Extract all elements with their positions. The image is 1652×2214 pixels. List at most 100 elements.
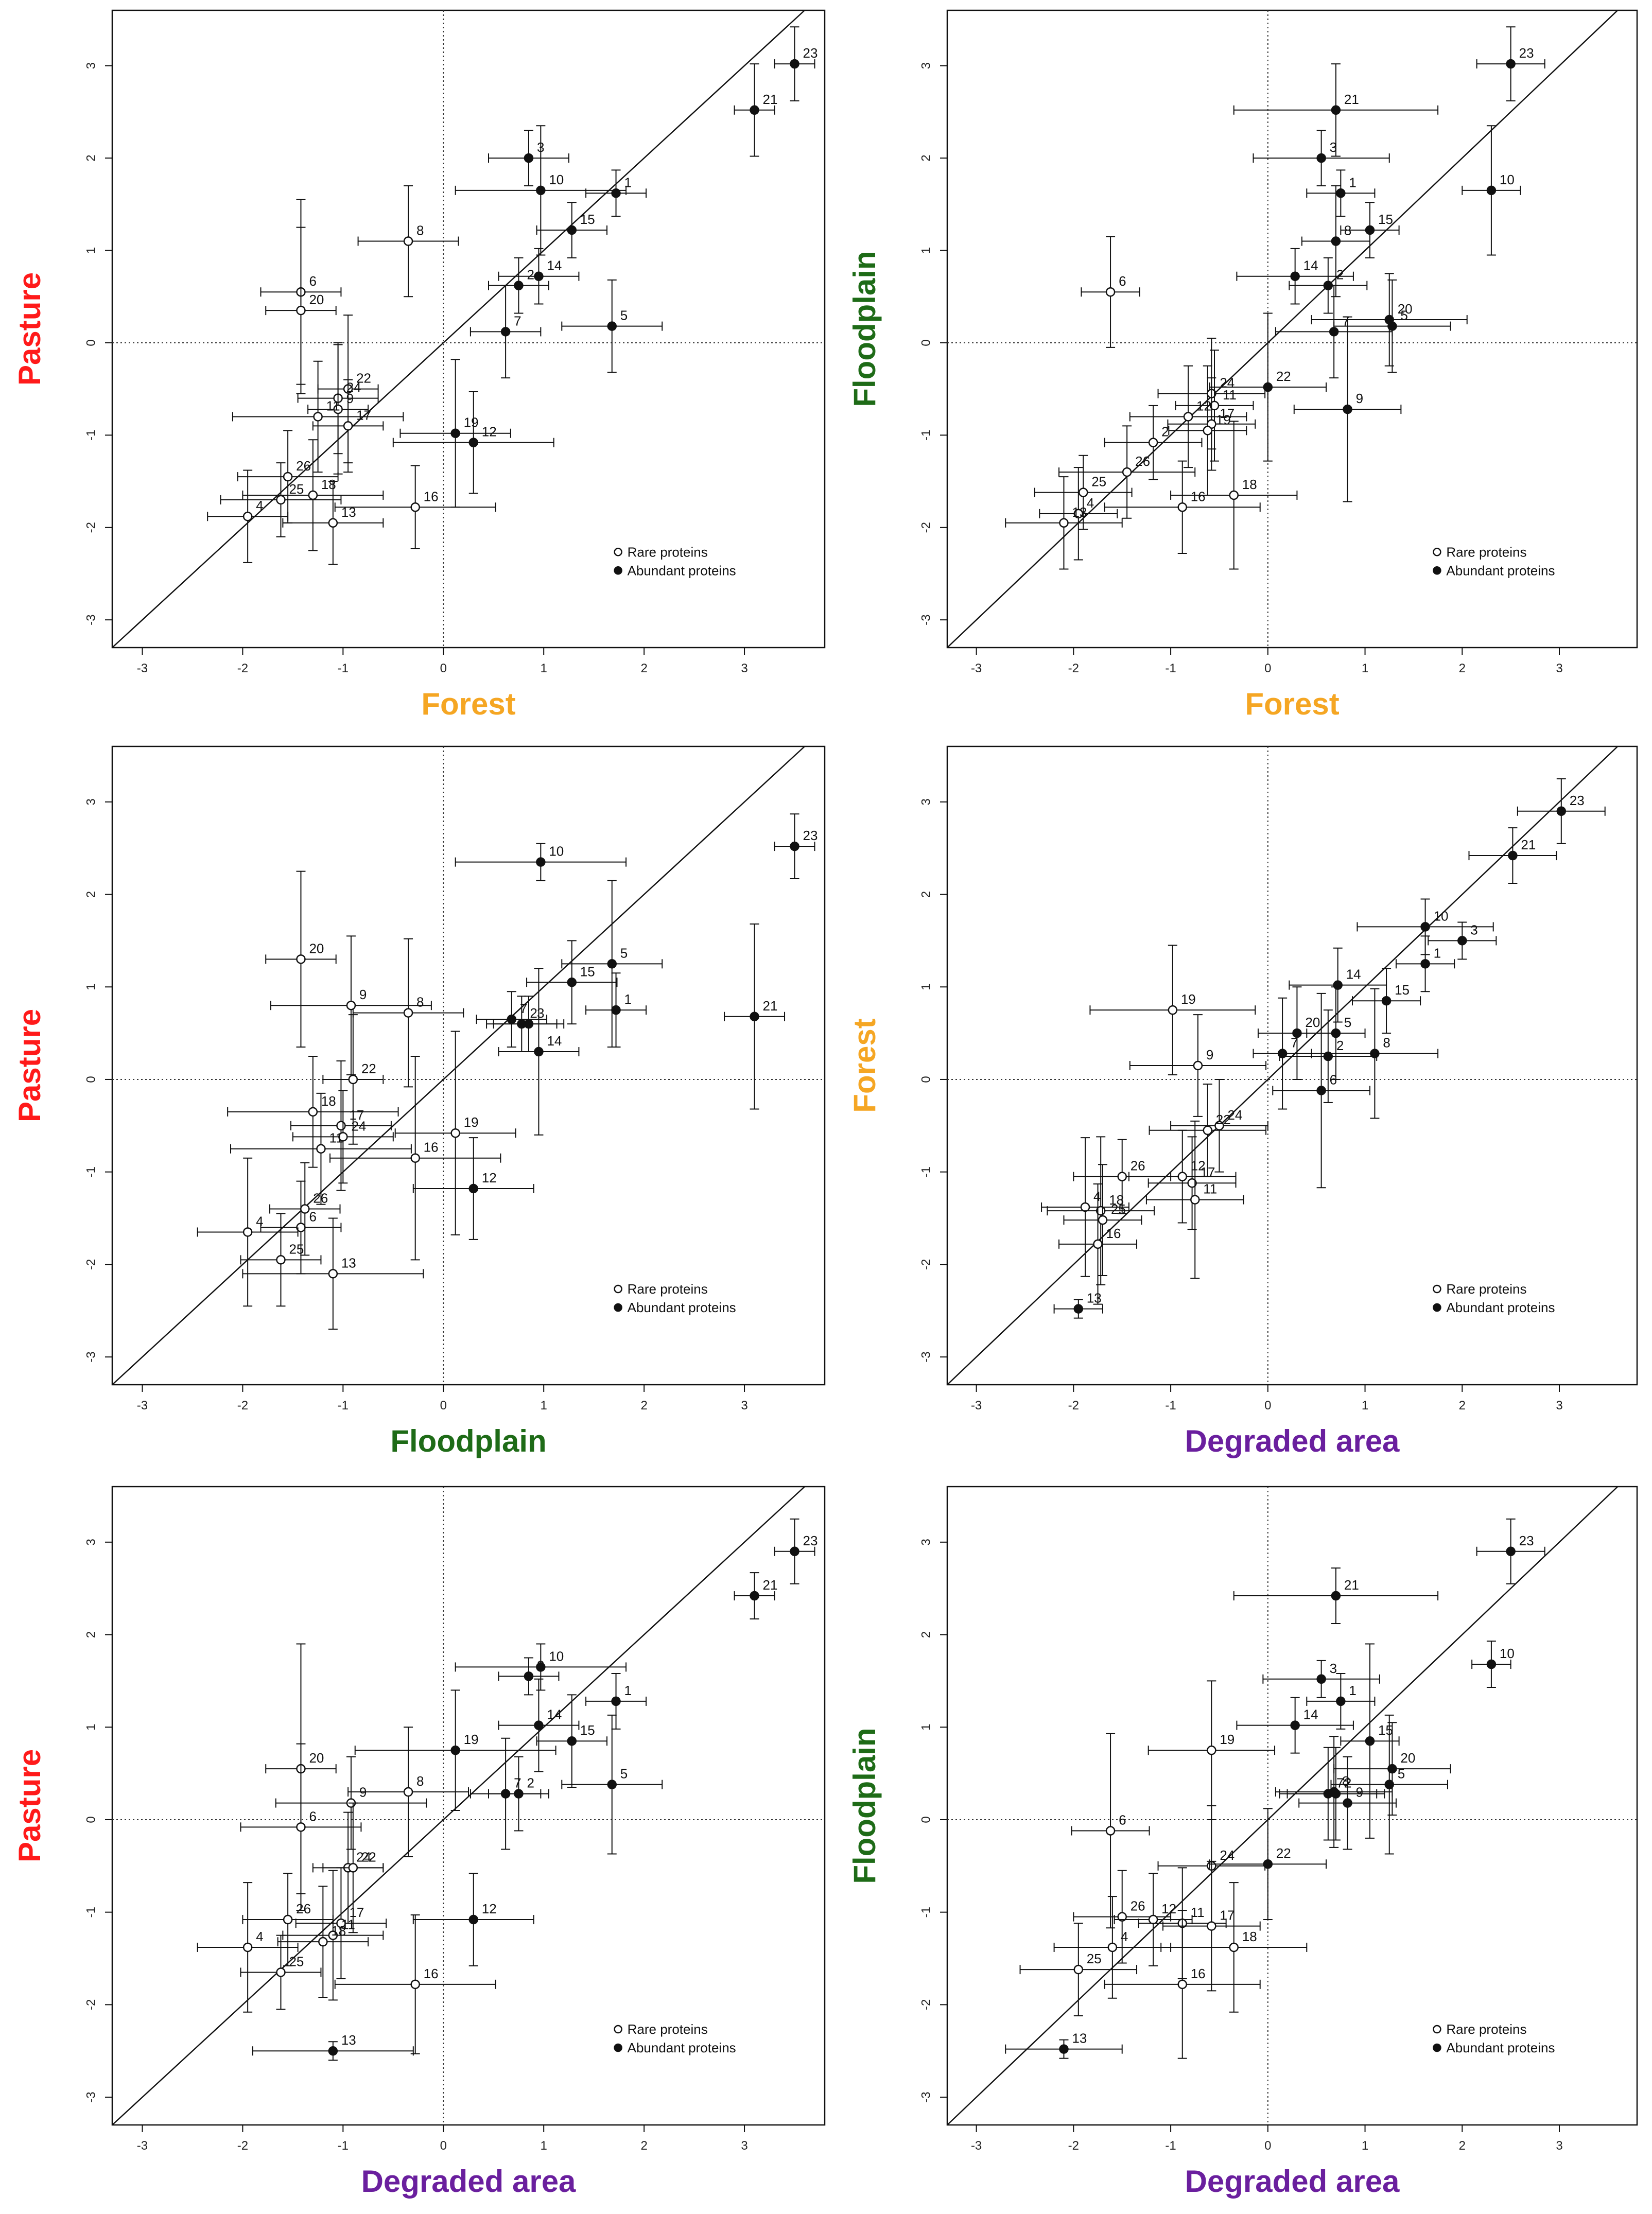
- point-label: 19: [464, 415, 479, 430]
- abundant-marker: [328, 2046, 338, 2056]
- abundant-marker: [567, 978, 577, 987]
- data-point: 15: [1340, 1643, 1400, 1839]
- data-point: 12: [412, 1873, 534, 1966]
- data-point: 1: [585, 169, 647, 217]
- point-label: 22: [1276, 1845, 1291, 1861]
- point-label: 8: [416, 995, 424, 1010]
- data-point: 2: [488, 1756, 549, 1832]
- point-label: 5: [620, 945, 628, 961]
- point-label: 19: [464, 1732, 479, 1747]
- y-tick-label: 0: [919, 339, 933, 346]
- data-point: 14: [1236, 1697, 1354, 1754]
- data-point: 26: [1058, 425, 1196, 519]
- legend-abundant-label: Abundant proteins: [628, 563, 736, 578]
- rare-marker: [1209, 400, 1220, 411]
- data-point: 16: [334, 1914, 496, 2054]
- data-point: 1: [1395, 935, 1455, 992]
- data-point: 8: [347, 1727, 469, 1857]
- data-point: 16: [1058, 1183, 1138, 1305]
- plot-frame: [946, 1486, 1638, 2126]
- legend-abundant-marker: [1433, 566, 1441, 575]
- abundant-marker: [750, 105, 759, 115]
- x-axis-label: Floodplain: [390, 1424, 546, 1458]
- abundant-marker: [1277, 1049, 1288, 1058]
- identity-line: [947, 1486, 1619, 2125]
- data-point: 21: [734, 63, 777, 157]
- point-label: 19: [1181, 991, 1196, 1007]
- x-tick-label: 0: [1264, 661, 1271, 675]
- rare-marker: [328, 1930, 338, 1940]
- y-axis-label: Floodplain: [847, 1728, 882, 1884]
- y-tick-label: -3: [919, 615, 933, 625]
- data-point: 7: [476, 991, 548, 1048]
- x-tick-label: 3: [1556, 2139, 1562, 2153]
- y-tick-label: 3: [919, 798, 933, 805]
- data-point: 10: [455, 1643, 627, 1691]
- rare-marker: [410, 502, 420, 512]
- data-point: 6: [1081, 236, 1140, 348]
- data-point: 15: [536, 202, 608, 258]
- abundant-marker: [607, 1780, 617, 1789]
- data-point: 17: [1162, 1860, 1261, 1992]
- point-label: 24: [1220, 375, 1234, 391]
- data-point: 6: [1272, 992, 1370, 1189]
- point-label: 12: [482, 1901, 497, 1916]
- data-point: 21: [1233, 1567, 1439, 1624]
- point-label: 15: [580, 1722, 595, 1738]
- point-label: 20: [1400, 1750, 1415, 1766]
- x-tick-label: 0: [1264, 2139, 1271, 2153]
- data-point: 25: [1034, 455, 1133, 530]
- data-point: 8: [1301, 185, 1370, 298]
- point-label: 25: [1111, 1201, 1126, 1217]
- point-label: 17: [1201, 1164, 1215, 1180]
- point-label: 9: [359, 987, 367, 1002]
- point-label: 16: [1191, 1966, 1206, 1981]
- data-point: 13: [1053, 1291, 1103, 1319]
- legend-rare-label: Rare proteins: [628, 2021, 708, 2037]
- data-point: 4: [1039, 467, 1118, 561]
- y-tick-label: 2: [84, 891, 98, 898]
- point-label: 2: [527, 267, 534, 283]
- data-point: 26: [242, 1873, 334, 1966]
- legend-abundant-label: Abundant proteins: [628, 1300, 736, 1315]
- x-tick-label: 3: [1556, 661, 1562, 675]
- point-label: 11: [1191, 1905, 1205, 1920]
- y-tick-label: 2: [84, 1631, 98, 1638]
- abundant-marker: [567, 225, 577, 235]
- legend: Rare proteins Abundant proteins: [614, 544, 736, 578]
- point-label: 9: [1356, 1785, 1363, 1800]
- point-label: 13: [1087, 1291, 1102, 1306]
- abundant-marker: [1486, 185, 1497, 196]
- rare-marker: [348, 1863, 358, 1873]
- data-point: 1: [1306, 1673, 1376, 1730]
- legend: Rare proteins Abundant proteins: [1433, 544, 1555, 578]
- point-label: 18: [1242, 1929, 1257, 1944]
- x-tick-label: 1: [1362, 2139, 1368, 2153]
- legend: Rare proteins Abundant proteins: [1433, 2021, 1555, 2055]
- data-point: 20: [1333, 1722, 1451, 1816]
- plot-frame: [946, 9, 1638, 649]
- point-label: 13: [1072, 504, 1087, 520]
- identity-line: [112, 746, 805, 1385]
- data-point: 3: [1253, 130, 1390, 186]
- x-tick-label: 0: [440, 661, 447, 675]
- identity-line: [947, 10, 1619, 648]
- data-point: 25: [1019, 1923, 1138, 2016]
- point-label: 24: [346, 380, 361, 395]
- abundant-marker: [1387, 1764, 1397, 1774]
- y-tick-label: -1: [919, 430, 933, 441]
- y-tick-label: 0: [84, 1076, 98, 1083]
- data-point: 5: [561, 1714, 663, 1855]
- data-point: 22: [1209, 312, 1327, 462]
- point-label: 14: [1346, 967, 1361, 982]
- y-tick-label: -2: [84, 1999, 98, 2010]
- rare-marker: [276, 1255, 286, 1265]
- abundant-marker: [514, 1789, 524, 1799]
- x-tick-label: -1: [1165, 1399, 1176, 1413]
- rare-marker: [1207, 1745, 1216, 1755]
- x-tick-label: 2: [640, 661, 647, 675]
- data-point: 3: [1262, 1660, 1380, 1698]
- data-point: 2: [1279, 1009, 1378, 1103]
